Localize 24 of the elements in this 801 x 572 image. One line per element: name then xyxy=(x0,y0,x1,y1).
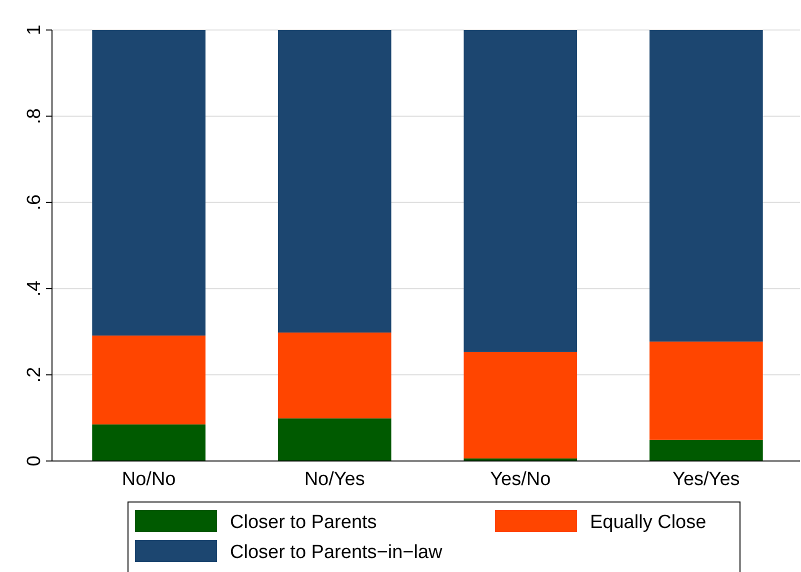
bar xyxy=(650,30,763,342)
bar xyxy=(92,424,206,461)
legend-label: Equally Close xyxy=(590,512,706,533)
bar xyxy=(464,352,578,458)
legend-label: Closer to Parents−in−law xyxy=(230,542,443,563)
legend-label: Closer to Parents xyxy=(230,512,377,533)
y-tick-label: 0 xyxy=(24,456,45,466)
x-tick-label: No/No xyxy=(122,469,176,490)
bar xyxy=(92,336,206,424)
y-tick-label: .6 xyxy=(24,194,45,210)
y-tick-label: .8 xyxy=(24,108,45,124)
x-tick-label: No/Yes xyxy=(304,469,365,490)
bar xyxy=(92,30,206,336)
y-tick-label: .4 xyxy=(24,280,45,297)
y-tick-label: .2 xyxy=(24,366,45,383)
y-tick-label: 1 xyxy=(24,24,45,36)
x-tick-label: Yes/No xyxy=(490,469,551,490)
bar xyxy=(278,30,392,333)
bar xyxy=(464,30,578,352)
bar xyxy=(278,332,392,418)
bar xyxy=(650,342,763,440)
bar xyxy=(278,418,392,461)
bar xyxy=(650,440,763,461)
x-tick-label: Yes/Yes xyxy=(672,469,740,490)
